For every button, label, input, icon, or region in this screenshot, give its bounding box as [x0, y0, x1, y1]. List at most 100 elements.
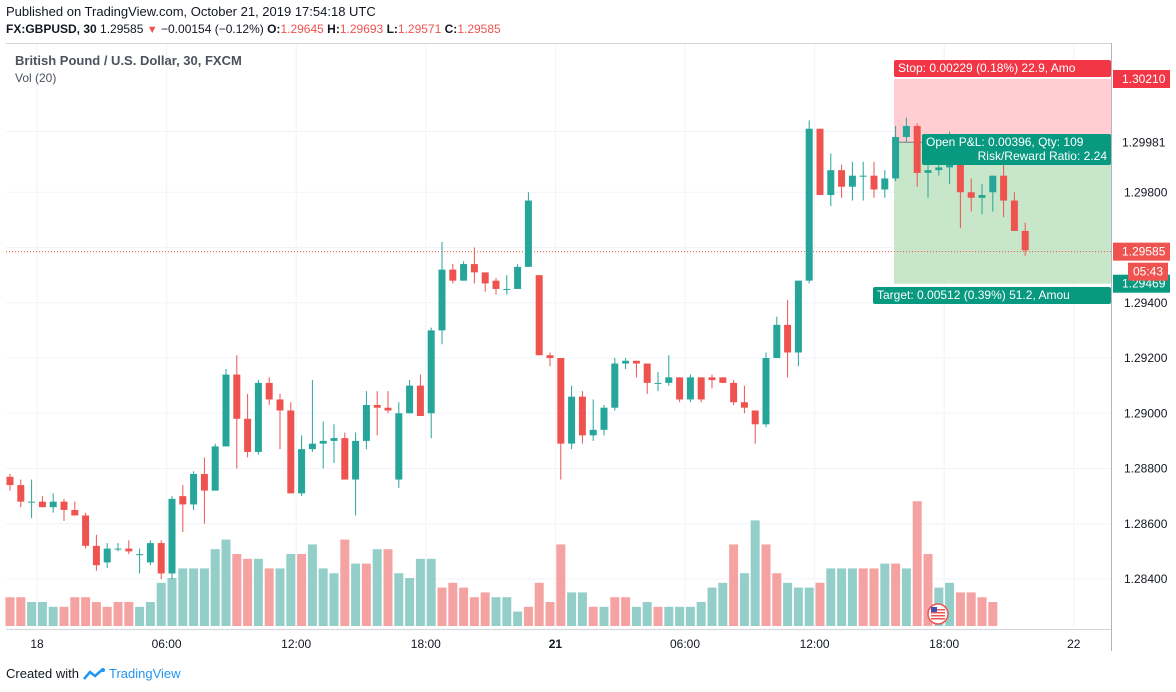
entry-price-badge: 1.29981: [1113, 133, 1170, 152]
volume-bar: [351, 563, 361, 626]
candle: [503, 275, 511, 295]
candle-body: [546, 355, 554, 359]
candle-body: [535, 275, 543, 356]
current-price-badge-box: [1113, 242, 1170, 261]
candle: [1021, 222, 1029, 256]
candle-body: [17, 485, 25, 502]
volume-bar: [837, 568, 847, 626]
candle-body: [913, 125, 921, 173]
candle-body: [557, 358, 565, 444]
y-tick-label: 1.29800: [1124, 185, 1168, 199]
candle: [449, 264, 457, 284]
tradingview-brand[interactable]: TradingView: [108, 666, 181, 681]
candle-body: [254, 382, 262, 452]
candle: [254, 380, 262, 455]
volume-bar: [739, 573, 749, 626]
stop-price-badge-box: [1113, 70, 1170, 88]
candle: [1010, 192, 1018, 231]
volume-bar: [253, 558, 263, 626]
candle: [244, 393, 252, 458]
volume-bar: [37, 602, 47, 626]
candle-body: [1010, 200, 1018, 231]
volume-bar: [891, 563, 901, 626]
volume-bar: [372, 549, 382, 626]
candle-body: [352, 440, 360, 480]
candle: [341, 432, 349, 480]
candle-body: [632, 360, 640, 364]
candle-body: [222, 374, 230, 447]
volume-bar: [567, 592, 577, 626]
candle-body: [6, 476, 14, 486]
candle-body: [179, 496, 187, 505]
candle: [60, 498, 68, 521]
candle-body: [773, 324, 781, 359]
candle-body: [589, 429, 597, 436]
legend-title: British Pound / U.S. Dollar, 30, FXCM: [15, 53, 242, 68]
candle-body: [622, 360, 630, 364]
volume-bar: [70, 597, 80, 626]
candle: [211, 443, 219, 491]
candle: [676, 377, 684, 403]
candle: [179, 485, 187, 533]
candle-body: [676, 377, 684, 400]
candle: [481, 272, 489, 292]
volume-bar: [642, 602, 652, 626]
volume-bar: [189, 568, 199, 626]
price-axis[interactable]: [1111, 43, 1112, 651]
volume-bar: [415, 558, 425, 626]
down-arrow-icon: ▼: [146, 24, 158, 36]
candle-body: [298, 449, 306, 494]
target-label: Target: 0.00512 (0.39%) 51.2, Amou: [873, 287, 1111, 304]
candle: [762, 352, 770, 428]
chart-pane[interactable]: [6, 43, 1112, 630]
candle: [146, 540, 154, 566]
candle: [406, 380, 414, 414]
candle: [697, 377, 705, 403]
candle-body: [816, 128, 824, 196]
current-price-badge: 1.29585: [1113, 242, 1170, 261]
candle: [384, 391, 392, 414]
candle: [427, 327, 435, 439]
candle: [773, 316, 781, 359]
candle: [6, 474, 14, 491]
candle: [870, 161, 878, 198]
candle: [125, 540, 133, 555]
volume-bar: [318, 568, 328, 626]
volume-bar: [156, 582, 166, 626]
close-value: 1.29585: [457, 22, 501, 36]
candle: [416, 374, 424, 417]
candle-body: [762, 358, 770, 425]
x-tick-label: 18:00: [929, 637, 959, 651]
volume-bar: [772, 573, 782, 626]
stop-price-badge: 1.30210: [1113, 70, 1170, 88]
volume-bar: [783, 582, 793, 626]
candle: [233, 355, 241, 469]
volume-bar: [869, 568, 879, 626]
volume-bar: [523, 606, 533, 626]
candle: [989, 175, 997, 212]
candle-body: [719, 377, 727, 383]
candle-body: [49, 501, 57, 508]
volume-legend: Vol (20): [15, 71, 57, 85]
volume-bar: [858, 568, 868, 626]
candle-body: [892, 137, 900, 179]
volume-bar: [945, 582, 955, 626]
candle-body: [686, 377, 694, 400]
candle: [902, 117, 910, 143]
volume-bar: [340, 539, 350, 626]
candle: [589, 399, 597, 441]
candle-body: [481, 272, 489, 284]
candle: [438, 241, 446, 345]
candle: [967, 178, 975, 212]
volume-bar: [426, 558, 436, 626]
volume-bar: [113, 602, 123, 626]
open-value: 1.29645: [280, 22, 324, 36]
volume-bar: [264, 568, 274, 626]
volume-bars: [5, 501, 998, 626]
volume-bar: [124, 602, 134, 626]
volume-bar: [534, 582, 544, 626]
candle: [330, 424, 338, 463]
volume-bar: [707, 587, 717, 626]
candle-body: [362, 404, 370, 441]
